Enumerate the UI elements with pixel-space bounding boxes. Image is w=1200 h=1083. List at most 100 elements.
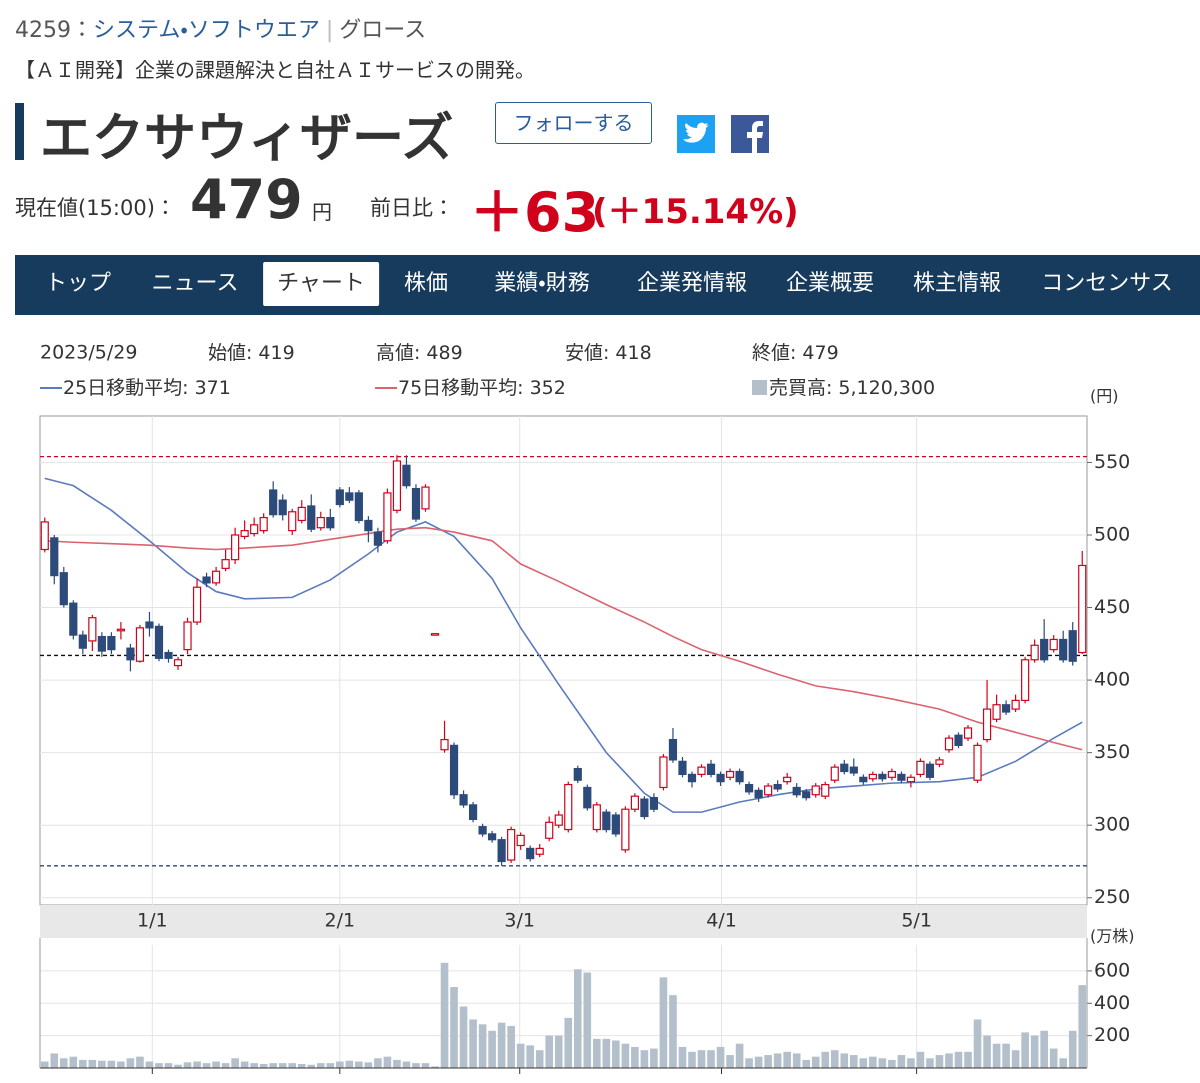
facebook-icon[interactable] [731, 115, 769, 153]
volume-bar [374, 1058, 382, 1068]
candle-body [345, 492, 354, 501]
candle-body [107, 635, 116, 651]
candle-body [640, 798, 649, 818]
summary-value: 419 [258, 342, 294, 364]
candle-body [973, 744, 982, 781]
y-unit: (円) [1090, 387, 1119, 406]
date-band [40, 905, 1087, 938]
volume-bar [745, 1058, 753, 1068]
nav-item[interactable]: ニュース [151, 271, 239, 296]
nav-item[interactable]: 企業発情報 [636, 271, 748, 296]
candle-body [982, 708, 992, 741]
volume-bar [593, 1038, 601, 1068]
candle-body [678, 760, 687, 776]
y-tick-label: 350 [1094, 741, 1130, 763]
candle-body [59, 572, 68, 606]
nav-item[interactable]: 株価 [403, 271, 449, 296]
summary-item: 高値: 489 [376, 342, 463, 364]
candle-body [116, 628, 126, 632]
volume-bar [136, 1056, 144, 1068]
volume-bar [107, 1060, 116, 1068]
price: 479 [190, 168, 303, 231]
nav-item[interactable]: 企業概要 [785, 271, 875, 296]
volume-bar [402, 1061, 411, 1068]
volume-bar [221, 1063, 230, 1068]
candle-body [316, 516, 325, 529]
volume-bar [983, 1035, 991, 1068]
candle-body [706, 763, 716, 776]
candle-body [173, 659, 183, 667]
nav-item[interactable]: 業績・財務 [494, 271, 590, 296]
volume-bar [935, 1055, 944, 1068]
candle-body [887, 770, 896, 778]
summary-name: 始値: [208, 342, 252, 364]
candle-body [649, 797, 659, 810]
company-name: エクサウィザーズ [40, 109, 454, 169]
twitter-icon[interactable] [677, 115, 715, 153]
volume-bar [478, 1024, 487, 1068]
volume-bar [202, 1063, 211, 1068]
plot-frame [39, 415, 1088, 906]
candle-body [792, 786, 801, 796]
volume-bar [792, 1053, 801, 1068]
x-tick-label: 4/1 [706, 910, 737, 932]
candle-body [326, 516, 335, 529]
candle-body [821, 783, 830, 797]
candle-body [211, 570, 221, 584]
candle-body [164, 651, 173, 659]
volume-bar [850, 1055, 858, 1068]
candle-body [354, 492, 363, 522]
volume-bar [1078, 985, 1087, 1068]
candle-body [849, 766, 858, 774]
price-label: 現在値(15:00)： [15, 196, 176, 220]
volume-bar [155, 1063, 163, 1068]
candle-body [697, 766, 706, 776]
sector-link[interactable]: システム・ソフトウエア [93, 18, 320, 43]
volume-bar [773, 1053, 782, 1068]
y-tick-label: 250 [1094, 886, 1130, 908]
candle-body [1011, 699, 1020, 710]
follow-button[interactable]: フォローする [495, 102, 652, 144]
candle-body [430, 633, 440, 636]
volume-bar [602, 1038, 611, 1068]
volume-bar [573, 969, 582, 1068]
volume-bar [516, 1043, 525, 1068]
nav-item[interactable]: コンセンサス [1041, 271, 1173, 296]
candle-body [963, 727, 973, 739]
volume-bar [764, 1055, 772, 1068]
volume-bar [678, 1046, 687, 1068]
candle-body [897, 773, 906, 781]
candle-body [954, 734, 963, 746]
volume-bar [497, 1022, 506, 1068]
candle-body [440, 738, 449, 751]
volume-bar [888, 1059, 896, 1068]
volume-bar [716, 1046, 725, 1068]
summary-value: 418 [615, 342, 651, 364]
volume-bar [612, 1040, 620, 1068]
x-tick-label: 1/1 [137, 910, 168, 932]
volume-bar [1011, 1050, 1020, 1068]
candle-body [659, 756, 668, 789]
candle-body [468, 804, 478, 820]
volume-bar [897, 1055, 906, 1068]
candle-body [373, 531, 382, 546]
candle-body [449, 744, 459, 796]
candle-body [573, 768, 582, 781]
candle-body [735, 770, 744, 783]
candle-body [802, 791, 811, 799]
x-tick-label: 5/1 [901, 910, 932, 932]
volume-bar [316, 1063, 325, 1068]
volume-bar [507, 1025, 515, 1068]
candle-body [250, 524, 259, 535]
candle-body [906, 776, 916, 783]
volume-bar [488, 1030, 496, 1068]
y-tick-label: 300 [1094, 814, 1130, 836]
candle-body [269, 489, 278, 516]
nav-item[interactable]: チャート [263, 262, 379, 306]
y-tick-label: 400 [1094, 669, 1130, 691]
nav-item[interactable]: 株主情報 [912, 271, 1002, 296]
candle-body [135, 627, 145, 662]
volume-bar [964, 1051, 972, 1068]
nav-item[interactable]: トップ [44, 271, 112, 296]
